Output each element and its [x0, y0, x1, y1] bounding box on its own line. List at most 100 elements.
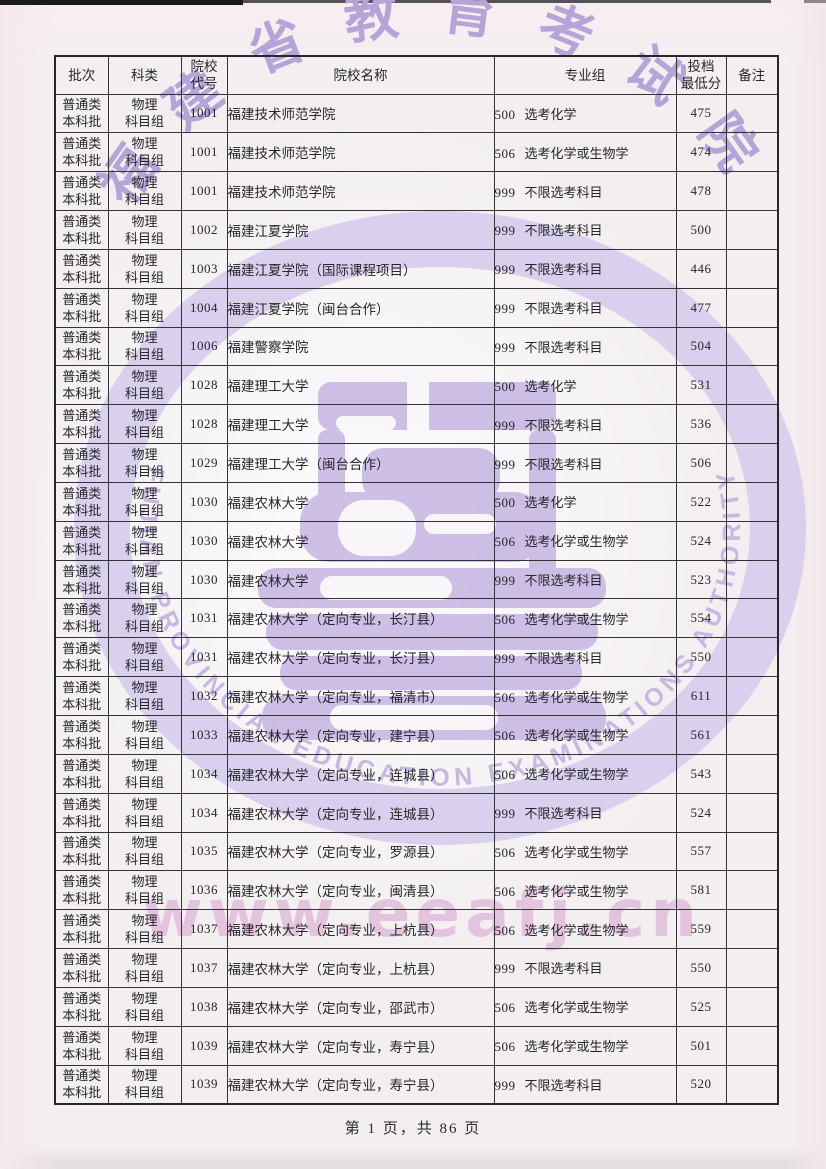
cell-major-group: 500 选考化学	[493, 365, 677, 406]
scan-artifact-line	[0, 0, 243, 5]
cell-remark	[725, 287, 779, 328]
cell-college-name: 福建农林大学（定向专业，寿宁县）	[226, 1064, 495, 1105]
cell-college-code: 1003	[180, 248, 228, 289]
cell-major-group: 999 不限选考科目	[493, 948, 677, 988]
cell-college-code: 1028	[180, 404, 228, 445]
cell-college-name: 福建技术师范学院	[226, 171, 495, 212]
cell-batch: 普通类 本科批	[54, 831, 109, 872]
cell-remark	[725, 132, 779, 173]
table-row: 普通类 本科批 物理 科目组 1034 福建农林大学（定向专业，连城县） 506 选考…	[54, 753, 779, 794]
cell-college-name: 福建江夏学院（国际课程项目）	[226, 248, 495, 289]
cell-min-score: 474	[675, 132, 727, 173]
cell-remark	[725, 792, 779, 833]
table-row: 普通类 本科批 物理 科目组 1035 福建农林大学（定向专业，罗源县） 506 选考…	[54, 831, 779, 872]
cell-remark	[725, 404, 779, 445]
cell-min-score: 524	[675, 792, 727, 833]
cell-college-code: 1034	[180, 753, 228, 794]
cell-min-score: 523	[675, 559, 727, 600]
cell-major-group: 506 选考化学或生物学	[493, 909, 677, 950]
header-college-code: 院校 代号	[180, 55, 228, 95]
cell-college-name: 福建江夏学院（闽台合作）	[226, 287, 495, 328]
cell-min-score: 557	[675, 831, 727, 872]
cell-subject-category: 物理 科目组	[107, 831, 182, 872]
cell-college-code: 1035	[180, 831, 228, 872]
cell-min-score: 554	[675, 598, 727, 639]
cell-batch: 普通类 本科批	[54, 481, 109, 522]
cell-batch: 普通类 本科批	[54, 948, 109, 988]
cell-college-code: 1030	[180, 520, 228, 561]
cell-remark	[725, 93, 779, 134]
cell-remark	[725, 365, 779, 406]
table-row: 普通类 本科批 物理 科目组 1037 福建农林大学（定向专业，上杭县） 506 选考…	[54, 909, 779, 950]
cell-college-name: 福建农林大学（定向专业，罗源县）	[226, 831, 495, 872]
table-row: 普通类 本科批 物理 科目组 1030 福建农林大学 506 选考化学或生物学 524	[54, 520, 779, 561]
cell-major-group: 999 不限选考科目	[493, 1064, 677, 1105]
table-row: 普通类 本科批 物理 科目组 1030 福建农林大学 999 不限选考科目 523	[54, 559, 779, 600]
cell-subject-category: 物理 科目组	[107, 171, 182, 212]
cell-batch: 普通类 本科批	[54, 365, 109, 406]
cell-subject-category: 物理 科目组	[107, 870, 182, 911]
table-row: 普通类 本科批 物理 科目组 1033 福建农林大学（定向专业，建宁县） 506 选考…	[54, 715, 779, 755]
table-row: 普通类 本科批 物理 科目组 1031 福建农林大学（定向专业，长汀县） 999 不限…	[54, 637, 779, 678]
cell-min-score: 559	[675, 909, 727, 950]
cell-college-code: 1031	[180, 637, 228, 678]
table-row: 普通类 本科批 物理 科目组 1031 福建农林大学（定向专业，长汀县） 506 选考…	[54, 598, 779, 639]
cell-college-name: 福建技术师范学院	[226, 93, 495, 134]
cell-batch: 普通类 本科批	[54, 909, 109, 950]
table-row: 普通类 本科批 物理 科目组 1028 福建理工大学 999 不限选考科目 536	[54, 404, 779, 445]
cell-remark	[725, 598, 779, 639]
table-row: 普通类 本科批 物理 科目组 1038 福建农林大学（定向专业，邵武市） 506 选考…	[54, 986, 779, 1027]
cell-remark	[725, 559, 779, 600]
table-row: 普通类 本科批 物理 科目组 1039 福建农林大学（定向专业，寿宁县） 999 不限…	[54, 1064, 779, 1105]
cell-major-group: 999 不限选考科目	[493, 559, 677, 600]
cell-subject-category: 物理 科目组	[107, 520, 182, 561]
cell-subject-category: 物理 科目组	[107, 248, 182, 289]
cell-batch: 普通类 本科批	[54, 637, 109, 678]
cell-subject-category: 物理 科目组	[107, 948, 182, 988]
table-row: 普通类 本科批 物理 科目组 1029 福建理工大学（闽台合作） 999 不限选考科目…	[54, 443, 779, 483]
cell-min-score: 475	[675, 93, 727, 134]
cell-college-name: 福建理工大学（闽台合作）	[226, 443, 495, 483]
cell-batch: 普通类 本科批	[54, 986, 109, 1027]
cell-major-group: 506 选考化学或生物学	[493, 870, 677, 911]
header-batch: 批次	[54, 55, 109, 95]
cell-major-group: 506 选考化学或生物学	[493, 598, 677, 639]
cell-batch: 普通类 本科批	[54, 753, 109, 794]
table-row: 普通类 本科批 物理 科目组 1034 福建农林大学（定向专业，连城县） 999 不限…	[54, 792, 779, 833]
table-row: 普通类 本科批 物理 科目组 1003 福建江夏学院（国际课程项目） 999 不限选考…	[54, 248, 779, 289]
cell-subject-category: 物理 科目组	[107, 404, 182, 445]
cell-remark	[725, 986, 779, 1027]
cell-min-score: 525	[675, 986, 727, 1027]
cell-subject-category: 物理 科目组	[107, 715, 182, 755]
cell-major-group: 999 不限选考科目	[493, 248, 677, 289]
cell-subject-category: 物理 科目组	[107, 132, 182, 173]
cell-college-code: 1002	[180, 210, 228, 250]
cell-college-code: 1029	[180, 443, 228, 483]
table-row: 普通类 本科批 物理 科目组 1030 福建农林大学 500 选考化学 522	[54, 481, 779, 522]
cell-college-code: 1032	[180, 676, 228, 716]
table-row: 普通类 本科批 物理 科目组 1028 福建理工大学 500 选考化学 531	[54, 365, 779, 406]
cell-major-group: 506 选考化学或生物学	[493, 676, 677, 716]
cell-min-score: 611	[675, 676, 727, 716]
cell-subject-category: 物理 科目组	[107, 598, 182, 639]
cell-college-name: 福建农林大学（定向专业，上杭县）	[226, 948, 495, 988]
cell-remark	[725, 520, 779, 561]
cell-subject-category: 物理 科目组	[107, 676, 182, 716]
cell-subject-category: 物理 科目组	[107, 326, 182, 367]
cell-major-group: 506 选考化学或生物学	[493, 1025, 677, 1066]
cell-college-name: 福建理工大学	[226, 365, 495, 406]
cell-batch: 普通类 本科批	[54, 1064, 109, 1105]
cell-college-name: 福建农林大学（定向专业，连城县）	[226, 753, 495, 794]
scan-artifact-line	[804, 0, 826, 3]
cell-min-score: 477	[675, 287, 727, 328]
cell-subject-category: 物理 科目组	[107, 1025, 182, 1066]
cell-college-code: 1028	[180, 365, 228, 406]
cell-college-name: 福建农林大学（定向专业，寿宁县）	[226, 1025, 495, 1066]
cell-subject-category: 物理 科目组	[107, 287, 182, 328]
cell-college-code: 1034	[180, 792, 228, 833]
header-subject-category: 科类	[107, 55, 182, 95]
cell-min-score: 500	[675, 210, 727, 250]
cell-major-group: 506 选考化学或生物学	[493, 753, 677, 794]
cell-batch: 普通类 本科批	[54, 132, 109, 173]
cell-batch: 普通类 本科批	[54, 443, 109, 483]
